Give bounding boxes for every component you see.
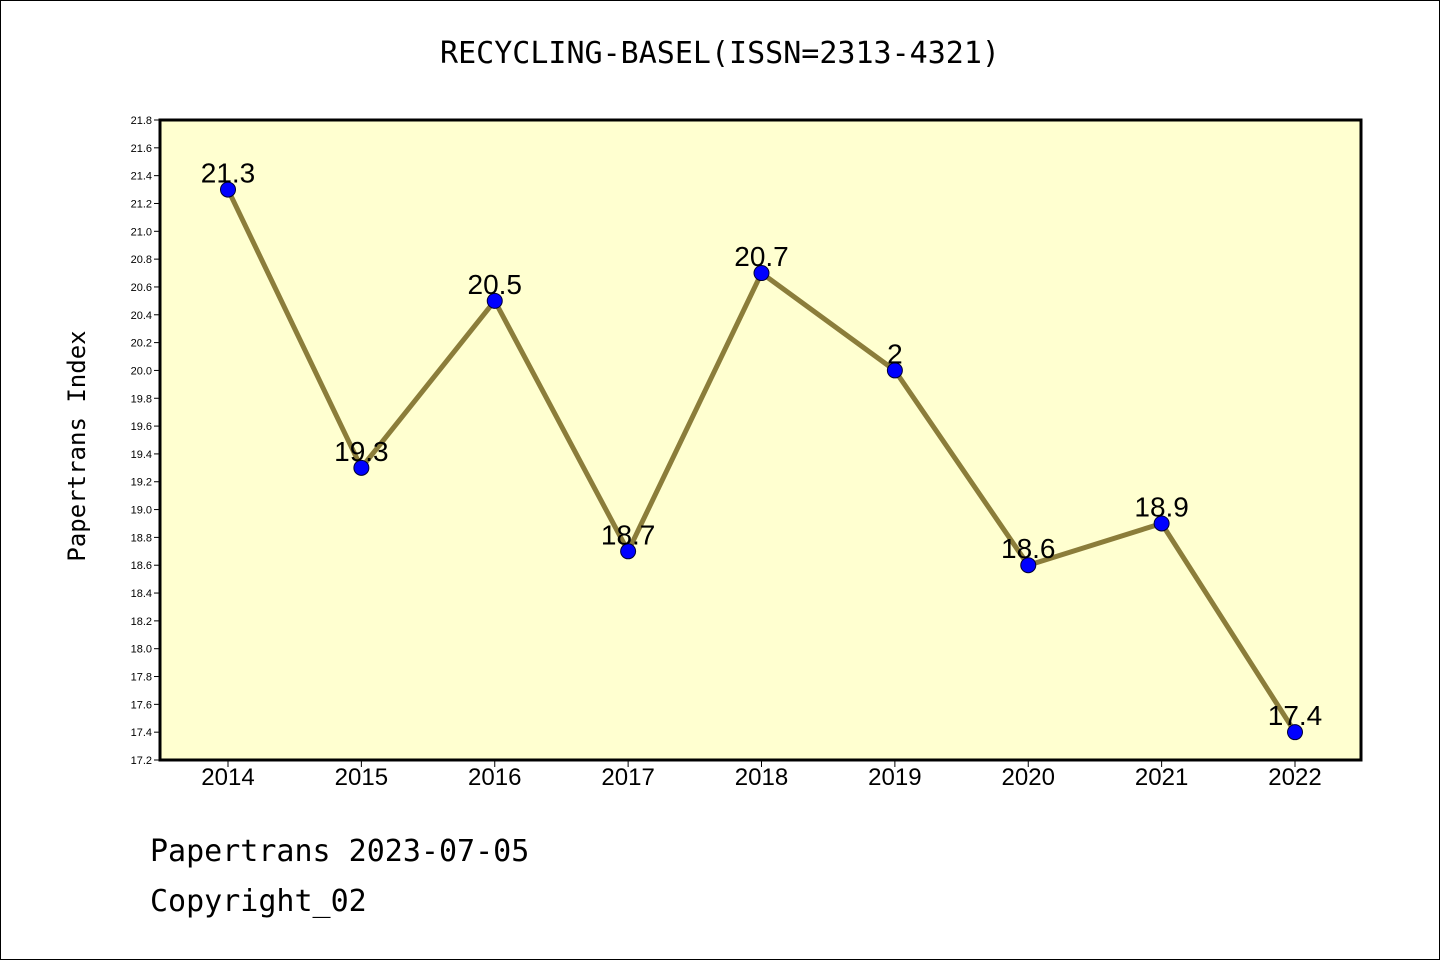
- data-label: 20.7: [734, 241, 789, 272]
- data-point: [1287, 724, 1303, 741]
- x-tick-label: 2021: [1135, 764, 1188, 791]
- y-tick-label: 18.4: [131, 588, 152, 600]
- y-tick-label: 17.2: [131, 755, 152, 767]
- data-point: [1153, 515, 1170, 532]
- y-tick-label: 20.8: [131, 254, 152, 266]
- y-tick-label: 17.4: [131, 727, 152, 739]
- y-tick-label: 18.2: [131, 616, 152, 628]
- data-label: 17.4: [1268, 700, 1323, 731]
- data-label: 18.9: [1134, 491, 1189, 522]
- x-tick-label: 2015: [335, 764, 388, 791]
- y-tick-label: 17.8: [131, 672, 152, 684]
- y-tick-label: 19.0: [131, 505, 152, 517]
- plot-background: [160, 120, 1361, 760]
- data-point: [220, 181, 236, 198]
- footer-copyright: Copyright_02: [150, 884, 367, 919]
- x-tick-label: 2018: [735, 764, 788, 791]
- y-tick-label: 19.8: [131, 393, 152, 405]
- data-label: 18.7: [601, 519, 656, 550]
- y-tick-label: 19.4: [131, 449, 152, 461]
- data-label: 19.3: [334, 436, 389, 467]
- y-tick-label: 20.0: [131, 365, 152, 377]
- data-label: 2: [887, 338, 903, 369]
- x-tick-label: 2014: [201, 764, 254, 791]
- y-tick-label: 21.0: [131, 226, 152, 238]
- data-point: [886, 362, 903, 379]
- y-tick-label: 17.6: [131, 699, 152, 711]
- y-tick-label: 21.8: [131, 115, 152, 127]
- footer-date: Papertrans 2023-07-05: [150, 834, 530, 869]
- chart-title: RECYCLING-BASEL(ISSN=2313-4321): [440, 36, 1000, 71]
- data-label: 18.6: [1001, 533, 1056, 564]
- x-tick-label: 2022: [1268, 764, 1321, 791]
- data-point: [1020, 557, 1037, 574]
- data-point: [753, 265, 770, 282]
- data-label: 20.5: [468, 269, 523, 300]
- data-label: 21.3: [201, 158, 256, 189]
- y-tick-label: 19.6: [131, 421, 152, 433]
- y-tick-label: 21.4: [131, 171, 152, 183]
- y-tick-label: 20.2: [131, 338, 152, 350]
- data-point: [486, 292, 503, 309]
- y-tick-label: 20.4: [131, 310, 152, 322]
- x-tick-label: 2016: [468, 764, 521, 791]
- y-tick-label: 20.6: [131, 282, 152, 294]
- plot-frame: [158, 118, 1363, 762]
- x-tick-label: 2017: [601, 764, 654, 791]
- y-tick-label: 18.8: [131, 532, 152, 544]
- y-tick-label: 21.2: [131, 198, 152, 210]
- x-tick-label: 2019: [868, 764, 921, 791]
- data-point: [620, 543, 637, 560]
- y-tick-label: 21.6: [131, 143, 152, 155]
- y-tick-label: 18.0: [131, 644, 152, 656]
- y-tick-label: 18.6: [131, 560, 152, 572]
- y-tick-label: 19.2: [131, 477, 152, 489]
- x-tick-label: 2020: [1002, 764, 1055, 791]
- data-point: [353, 459, 370, 476]
